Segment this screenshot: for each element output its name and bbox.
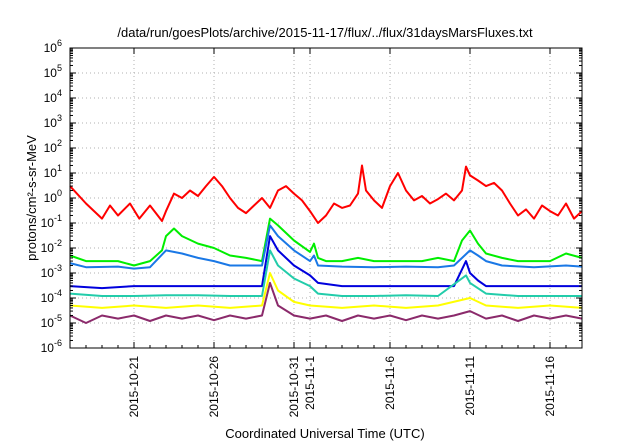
- chart-title: /data/run/goesPlots/archive/2015-11-17/f…: [117, 25, 533, 40]
- y-tick-label: 10-1: [41, 213, 62, 230]
- x-tick-label: 2015-11-6: [383, 356, 397, 410]
- x-tick-label: 2015-11-11: [463, 356, 477, 416]
- series-line-7: [69, 281, 583, 324]
- y-axis-label: protons/cm²-s-sr-MeV: [24, 135, 39, 261]
- series-line-4: [69, 235, 582, 290]
- y-tick-label: 105: [44, 63, 62, 80]
- series-line-3: [69, 224, 583, 270]
- ticks: [69, 47, 583, 349]
- y-tick-label: 10-5: [41, 313, 62, 330]
- y-tick-label: 10-4: [41, 288, 62, 305]
- y-tick-label: 10-3: [41, 263, 62, 280]
- x-tick-label: 2015-10-31: [287, 356, 301, 418]
- y-tick-label: 10-2: [41, 238, 62, 255]
- y-tick-label: 100: [44, 188, 62, 205]
- x-tick-labels: 2015-10-21 2015-10-26 2015-10-31 2015-11-1 2…: [127, 356, 557, 418]
- y-tick-label: 102: [44, 138, 62, 155]
- series-group: [69, 164, 583, 324]
- y-tick-label: 10-6: [41, 338, 62, 355]
- y-tick-label: 106: [44, 38, 62, 55]
- y-tick-labels: 10-6 10-5 10-4 10-3 10-2 10-1 100 101 102 103 104 1…: [41, 38, 62, 355]
- y-tick-label: 101: [44, 163, 62, 180]
- x-axis-label: Coordinated Universal Time (UTC): [225, 426, 424, 441]
- x-tick-label: 2015-10-26: [207, 356, 221, 418]
- series-line-2: [69, 217, 583, 267]
- y-tick-label: 103: [44, 113, 62, 130]
- x-tick-label: 2015-11-1: [303, 356, 317, 410]
- series-line-5: [69, 249, 582, 297]
- series-line-6: [69, 272, 583, 309]
- y-tick-label: 104: [44, 88, 62, 105]
- x-tick-label: 2015-10-21: [127, 356, 141, 418]
- series-line-1: [69, 164, 583, 224]
- x-tick-label: 2015-11-16: [543, 356, 557, 417]
- grid: [70, 48, 582, 348]
